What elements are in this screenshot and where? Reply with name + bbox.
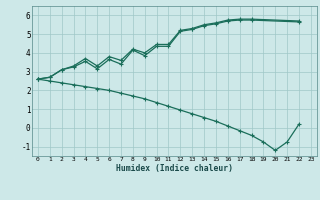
X-axis label: Humidex (Indice chaleur): Humidex (Indice chaleur)	[116, 164, 233, 173]
